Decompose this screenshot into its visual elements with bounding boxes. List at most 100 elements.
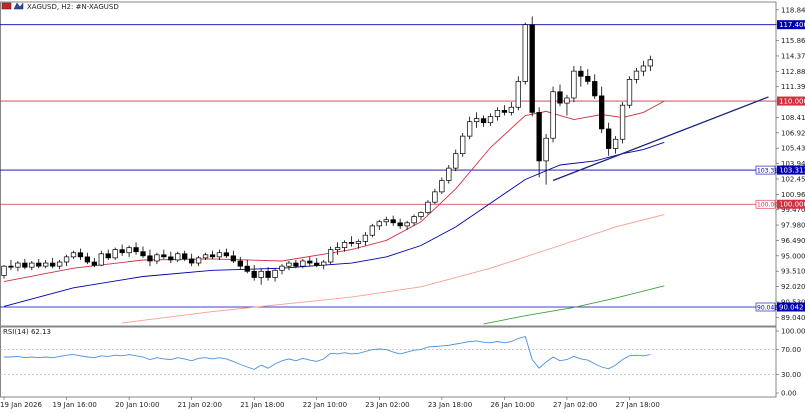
candle [633,68,640,84]
candle [432,188,438,205]
price-tag [777,96,805,106]
candle [133,242,139,255]
candle-body [223,252,230,257]
candle-body [286,262,292,267]
candle [439,177,445,194]
candle-body [265,270,271,278]
candle [355,239,362,249]
candle [369,223,375,238]
candle-body [369,225,375,236]
candle [460,133,466,157]
candle-body [279,265,285,271]
candle [487,113,494,126]
candle [119,244,125,256]
price-tag-label: 90.042 [779,303,804,311]
time-tick-label: 19 Jan 16:00 [53,401,97,409]
price-tick-label: 111.390 [781,83,805,91]
candle-body [633,70,640,80]
candle-body [91,261,98,266]
candle [592,74,598,99]
candle [515,76,521,111]
rsi-tick-label: 100.00 [781,328,805,336]
candle [578,65,584,87]
time-tick-label: 21 Jan 18:00 [240,401,284,409]
candle-body [473,118,480,123]
candle [147,249,153,267]
price-tag [777,199,805,209]
price-tag-label: 110.000 [779,98,805,106]
candle [251,265,257,281]
candle [98,250,104,267]
candle-body [390,219,396,224]
price-tick-label: 118.840 [781,6,805,14]
candle [161,249,167,259]
chart-menu-icon[interactable] [1,2,12,10]
candle [362,232,369,246]
candle [543,134,549,185]
candle-body [56,261,63,267]
candle-body [341,242,348,248]
candle [43,259,49,269]
candle [508,102,514,116]
candle-body [209,254,216,258]
candle-body [348,242,355,244]
price-tick-label: 99.470 [781,206,805,214]
candle [36,258,42,269]
moving-average-green [483,285,665,325]
candle [411,214,417,226]
candle-body [334,247,341,250]
candle [557,84,563,107]
candle-body [647,59,653,67]
candle [29,260,35,271]
candle [383,216,389,226]
candle-body [154,254,160,262]
candle-body [189,258,195,264]
candle [453,149,459,172]
candle-body [202,254,209,259]
candle [230,250,237,264]
candle [244,259,250,274]
candle-body [49,262,56,267]
candle-body [599,95,605,130]
candle-body [182,253,188,260]
header: XAGUSD, H2: #N-XAGUSD [1,2,119,11]
candle [105,249,111,260]
candle [168,251,174,264]
time-tick-label: 23 Jan 02:00 [365,401,409,409]
candle-body [564,97,570,104]
rsi-label: RSI(14) 62.13 [3,328,51,336]
price-tick-label: 96.490 [781,237,805,245]
candle [189,253,195,267]
candle-body [404,222,410,227]
candle [341,240,348,252]
candle [564,94,570,116]
candle [522,22,528,85]
candle [501,105,508,116]
candle [334,242,341,255]
candle-body [425,201,431,213]
candle [202,252,209,260]
candle-body [418,212,424,217]
candle-body [557,91,563,104]
price-tick-label: 93.510 [781,268,805,276]
price-tag [777,20,805,30]
candle [91,257,98,268]
time-tick-label: 26 Jan 10:00 [490,401,534,409]
price-tick-label: 97.980 [781,222,805,230]
candle [237,256,243,270]
line-label: 90.042 [757,304,778,311]
candle [626,76,633,109]
candle [286,260,292,271]
time-tick-label: 27 Jan 18:00 [616,401,660,409]
candle-body [126,247,132,254]
candle [272,268,278,282]
candle-body [487,116,494,124]
candle-body [362,234,369,242]
candle [328,246,334,265]
price-tag-label: 117.400 [779,21,805,29]
candle-body [244,265,250,272]
candle-type-icon[interactable] [13,2,24,10]
candle-body [432,191,438,203]
candle-body [133,247,139,253]
